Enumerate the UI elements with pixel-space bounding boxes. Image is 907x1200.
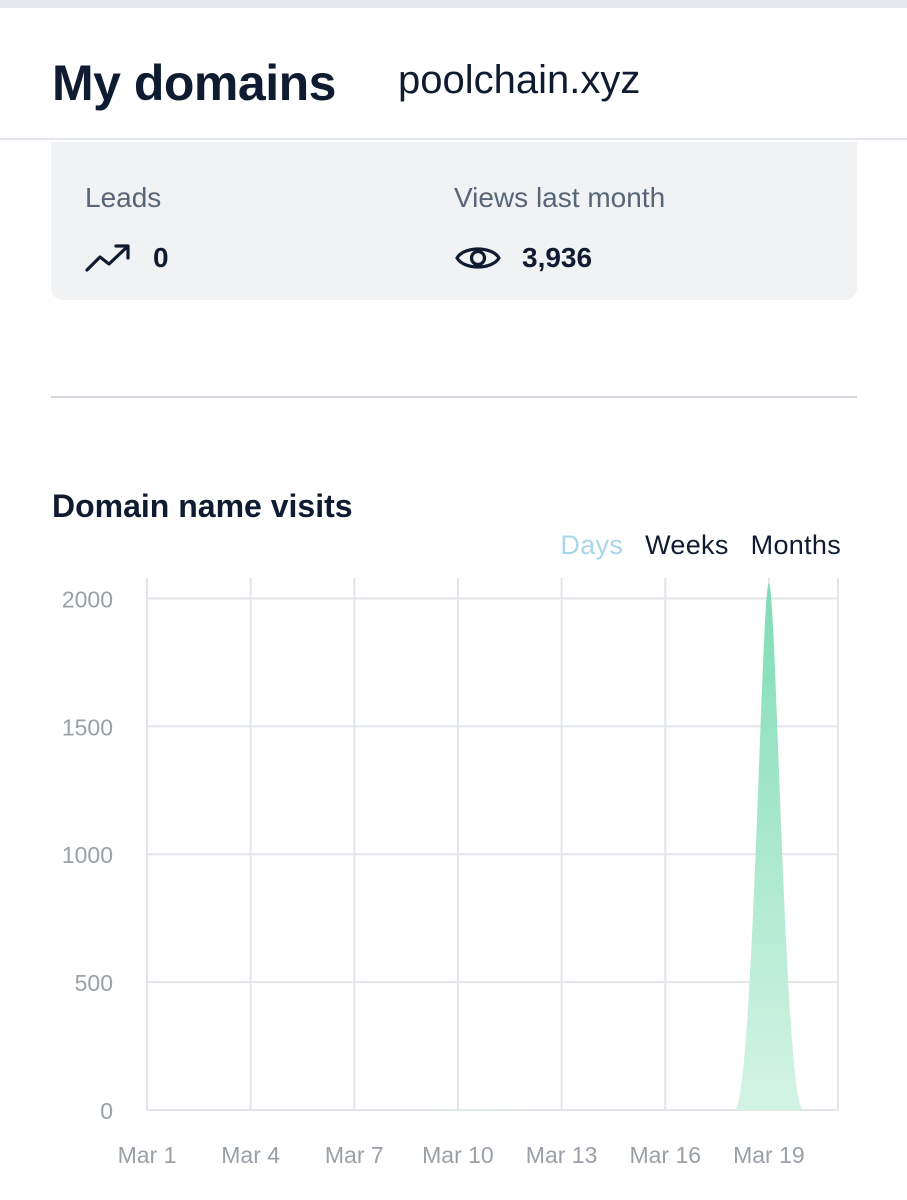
views-value: 3,936	[522, 242, 593, 273]
eye-icon	[455, 247, 501, 269]
y-tick-label: 0	[100, 1098, 113, 1124]
x-tick-label: Mar 4	[221, 1142, 280, 1168]
page-header: My domains poolchain.xyz	[0, 8, 907, 140]
views-label: Views last month	[454, 182, 666, 213]
tab-weeks[interactable]: Weeks	[645, 530, 729, 560]
section-divider	[51, 396, 857, 398]
y-axis-ticks: 0 500 1000 1500 2000	[62, 586, 113, 1124]
range-tabs: Days Weeks Months	[560, 530, 841, 561]
tab-days[interactable]: Days	[560, 530, 624, 560]
x-tick-label: Mar 16	[629, 1142, 701, 1168]
x-tick-label: Mar 10	[422, 1142, 494, 1168]
leads-value-row: 0	[85, 238, 169, 278]
top-rule	[0, 0, 907, 8]
x-tick-label: Mar 19	[733, 1142, 805, 1168]
views-value-row: 3,936	[454, 238, 592, 278]
leads-value: 0	[153, 242, 169, 273]
chart-title: Domain name visits	[52, 488, 353, 524]
x-tick-label: Mar 1	[118, 1142, 177, 1168]
y-tick-label: 500	[75, 970, 113, 996]
x-axis-ticks: Mar 1 Mar 4 Mar 7 Mar 10 Mar 13 Mar 16 Mar 19	[118, 1142, 805, 1168]
y-tick-label: 1500	[62, 714, 113, 740]
stats-card: Leads 0 Views last month 3,936	[51, 142, 857, 300]
x-tick-label: Mar 13	[526, 1142, 598, 1168]
trending-up-icon	[85, 244, 130, 272]
y-tick-label: 1000	[62, 842, 113, 868]
x-tick-label: Mar 7	[325, 1142, 384, 1168]
leads-label: Leads	[85, 182, 162, 213]
visits-area	[147, 583, 838, 1110]
domain-name: poolchain.xyz	[398, 58, 641, 102]
chart-grid	[146, 578, 839, 1111]
chart-area	[147, 583, 838, 1110]
y-tick-label: 2000	[62, 586, 113, 612]
page-title: My domains	[52, 55, 336, 111]
tab-months[interactable]: Months	[750, 530, 841, 560]
